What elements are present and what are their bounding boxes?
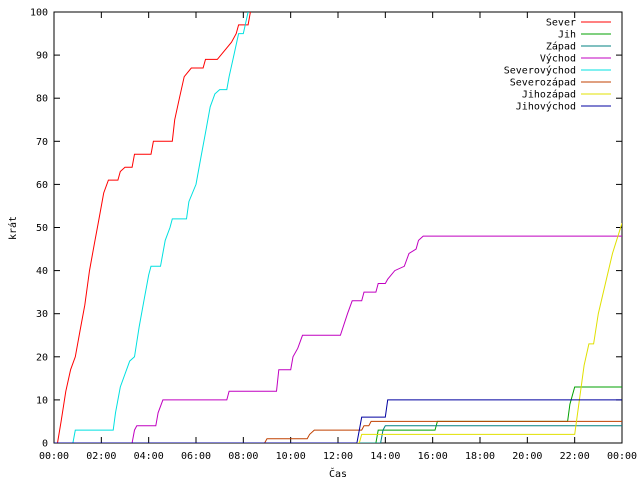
y-axis-label: krát [7,216,19,240]
legend-label-jihovychod: Jihovýchod [516,101,576,113]
y-tick-label: 40 [36,266,48,277]
x-tick-label: 14:00 [370,451,400,462]
legend-label-jih: Jih [558,30,576,41]
y-tick-label: 90 [36,51,48,62]
legend-label-sever: Sever [546,18,576,29]
x-tick-label: 16:00 [418,451,448,462]
x-axis-label: Čas [329,467,347,480]
series-line-vychod [54,235,622,443]
y-tick-label: 100 [30,8,48,19]
series-line-jihozapad [54,223,622,443]
legend-label-vychod: Východ [540,53,576,65]
series-line-severozapad [54,420,622,443]
x-tick-label: 06:00 [181,451,211,462]
series-line-jihovychod [54,399,622,443]
x-tick-label: 10:00 [276,451,306,462]
x-tick-label: 20:00 [512,451,542,462]
legend: SeverJihZápadVýchodSeverovýchodSeverozáp… [504,18,611,113]
series-line-zapad [54,425,622,443]
series-line-severovychod [54,12,249,443]
y-tick-label: 70 [36,137,48,148]
y-tick-label: 0 [42,439,48,450]
x-axis: 00:00 02:00 04:00 06:00 08:00 10:00 12:00 14:00… [39,12,637,462]
x-tick-label: 12:00 [323,451,353,462]
legend-label-zapad: Západ [546,41,576,53]
x-tick-label: 00:00 [607,451,637,462]
x-tick-label: 22:00 [560,451,590,462]
x-tick-label: 08:00 [228,451,258,462]
x-tick-label: 04:00 [134,451,164,462]
legend-label-severozapad: Severozápad [510,77,576,89]
x-tick-label: 02:00 [86,451,116,462]
series-line-sever [54,12,251,443]
y-tick-label: 20 [36,352,48,363]
x-tick-label: 00:00 [39,451,69,462]
legend-label-jihozapad: Jihozápad [522,89,576,101]
y-tick-label: 30 [36,309,48,320]
series-layer [54,12,622,443]
y-tick-label: 60 [36,180,48,191]
legend-label-severovychod: Severovýchod [504,65,576,77]
y-tick-label: 10 [36,395,48,406]
y-tick-label: 50 [36,223,48,234]
x-tick-label: 18:00 [465,451,495,462]
y-tick-label: 80 [36,94,48,105]
